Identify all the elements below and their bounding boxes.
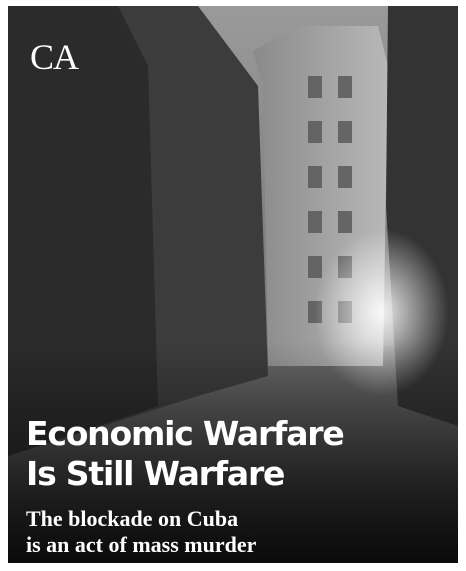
headline-line: Is Still Warfare [26, 454, 344, 494]
headline-line: Economic Warfare [26, 414, 344, 454]
page: {"logo": "CA", "headline": ["Economic Wa… [0, 0, 466, 571]
cover: CA Economic Warfare Is Still Warfare The… [8, 6, 458, 563]
headline: Economic Warfare Is Still Warfare [26, 414, 344, 494]
subhead-line: is an act of mass murder [26, 532, 256, 558]
subhead: The blockade on Cuba is an act of mass m… [26, 506, 256, 558]
subhead-line: The blockade on Cuba [26, 506, 256, 532]
logo: CA [30, 36, 78, 78]
